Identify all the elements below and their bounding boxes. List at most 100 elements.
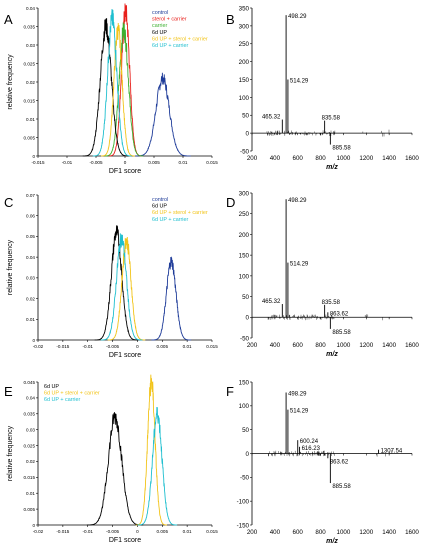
- series-line-6d-up-carrier: [92, 8, 132, 157]
- y-tick-label: 100: [239, 273, 250, 280]
- y-tick-label: -100: [237, 499, 250, 506]
- y-tick-label: -50: [240, 148, 250, 155]
- y-tick-label: 0.035: [24, 412, 36, 417]
- series-line-6d-up-sterol-carrier: [135, 374, 168, 526]
- peak-label: 514.29: [290, 409, 309, 415]
- legend-entry: 6d UP + carrier: [152, 43, 189, 49]
- panel-letter: A: [4, 12, 13, 27]
- panel-d: D -50 0 50 100 150 200 250 300 200 400 600 800 1000 12…: [226, 190, 419, 358]
- peak-label: 863.62: [330, 459, 349, 465]
- panel-letter: D: [226, 195, 235, 210]
- y-tick-label: 0: [246, 451, 250, 458]
- series-line-control: [134, 72, 191, 157]
- y-tick-label: 0.02: [26, 80, 35, 85]
- peak-label: 835.58: [322, 300, 341, 306]
- x-axis-label: m/z: [326, 164, 338, 171]
- x-tick-label: 1200: [359, 155, 373, 162]
- legend-entry: 6d UP: [152, 30, 167, 36]
- y-tick-label: 300: [239, 190, 250, 197]
- y-tick-label: 0: [32, 154, 35, 159]
- y-tick-label: 0: [32, 523, 35, 528]
- x-tick-label: 200: [247, 529, 258, 536]
- x-tick-label: 0.015: [206, 160, 218, 165]
- peak-label: 465.32: [262, 115, 281, 121]
- peak-label: 885.58: [332, 484, 351, 490]
- x-tick-label: 200: [247, 342, 258, 349]
- peak-label: 885.58: [332, 146, 351, 152]
- y-tick-label: 0.005: [24, 507, 36, 512]
- x-tick-label: 0.015: [206, 344, 218, 349]
- x-tick-label: 0.005: [148, 160, 160, 165]
- legend-entry: 6d UP + sterol + carrier: [152, 36, 208, 42]
- panel-e: E 0 0.005 0.01 0.015 0.02 0.025 0.03 0.035 0.04 0.…: [4, 374, 218, 544]
- y-tick-label: 0.02: [26, 296, 35, 301]
- x-tick-label: 200: [247, 155, 258, 162]
- y-tick-label: 0.01: [26, 491, 35, 496]
- series-line-control: [151, 256, 192, 341]
- y-tick-label: 50: [242, 113, 249, 120]
- panel-letter: F: [226, 384, 234, 399]
- y-tick-label: 350: [239, 5, 250, 12]
- y-tick-label: 0: [32, 338, 35, 343]
- y-tick-label: 0.045: [24, 380, 36, 385]
- panel-f: F -150 -100 -50 0 50 100 150 200 400 600 800 1000 120…: [226, 379, 419, 545]
- y-tick-label: 0.05: [26, 234, 35, 239]
- legend-entry: 6d UP: [152, 204, 167, 210]
- peak-label: 616.23: [302, 446, 321, 452]
- panel-c: C 0 0.01 0.02 0.03 0.04 0.05 0.06 0.07 -0.02 -0.01…: [4, 193, 218, 359]
- series-line-6d-up: [86, 412, 144, 526]
- legend-entry: 6d UP + carrier: [152, 217, 189, 223]
- y-axis-label: relative frequency: [7, 54, 14, 110]
- y-tick-label: 150: [239, 253, 250, 260]
- y-tick-label: 0.005: [24, 135, 36, 140]
- x-axis-label: DF1 score: [109, 537, 141, 544]
- x-axis-label: DF1 score: [109, 352, 141, 359]
- y-tick-label: 0.025: [24, 61, 36, 66]
- y-tick-label: 100: [239, 403, 250, 410]
- x-tick-label: -0.005: [106, 344, 119, 349]
- x-tick-label: 600: [293, 529, 304, 536]
- spectrum-noise: [267, 314, 385, 321]
- x-axis-label: m/z: [326, 538, 338, 545]
- x-tick-label: 0.01: [179, 160, 188, 165]
- panel-letter: B: [226, 12, 235, 27]
- legend-entry: control: [152, 10, 168, 16]
- x-tick-label: 1200: [359, 529, 373, 536]
- panel-a: A 0 0.005 0.01 0.015 0.02 0.025 0.03 0.035 0.04 -0…: [4, 3, 218, 175]
- x-tick-label: -0.015: [31, 160, 44, 165]
- y-tick-label: 250: [239, 41, 250, 48]
- x-tick-label: 1000: [337, 155, 351, 162]
- y-tick-label: 0.07: [26, 193, 35, 198]
- x-tick-label: 1400: [382, 342, 396, 349]
- x-tick-label: 800: [315, 155, 326, 162]
- panel-letter: E: [4, 384, 13, 399]
- x-tick-label: 800: [315, 529, 326, 536]
- y-tick-label: -50: [240, 475, 250, 482]
- y-tick-label: 200: [239, 59, 250, 66]
- y-tick-label: 0.01: [26, 317, 35, 322]
- y-tick-label: 0.015: [24, 98, 36, 103]
- x-tick-label: 400: [270, 529, 281, 536]
- peak-label: 498.29: [288, 391, 307, 397]
- series-line-6d-up-carrier: [137, 407, 178, 526]
- x-tick-label: 1600: [405, 529, 419, 536]
- y-tick-label: 150: [239, 379, 250, 386]
- x-tick-label: 0.005: [157, 344, 169, 349]
- x-tick-label: 1600: [405, 155, 419, 162]
- x-tick-label: -0.02: [33, 344, 44, 349]
- legend-entry: 6d UP + sterol + carrier: [152, 210, 208, 216]
- y-tick-label: 0.035: [24, 24, 36, 29]
- x-tick-label: 600: [293, 155, 304, 162]
- y-tick-label: -50: [240, 335, 250, 342]
- x-tick-label: -0.015: [56, 529, 69, 534]
- peak-label: 1307.54: [381, 449, 403, 455]
- x-tick-label: -0.02: [33, 529, 44, 534]
- y-tick-label: -150: [237, 522, 250, 529]
- peak-label: 885.58: [332, 330, 351, 336]
- x-tick-label: 1200: [359, 342, 373, 349]
- y-tick-label: 0.03: [26, 427, 35, 432]
- y-tick-label: 100: [239, 95, 250, 102]
- x-tick-label: 400: [270, 155, 281, 162]
- y-tick-label: 200: [239, 232, 250, 239]
